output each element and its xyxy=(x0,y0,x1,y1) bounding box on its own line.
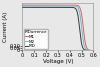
Y-axis label: Current (A): Current (A) xyxy=(3,12,8,42)
PID xyxy=(78,16,79,17)
M1 xyxy=(92,50,93,51)
Line: M2: M2 xyxy=(22,6,90,50)
PID xyxy=(22,7,23,8)
M2 xyxy=(90,50,91,51)
PID xyxy=(50,7,51,8)
PID xyxy=(87,50,89,51)
PID xyxy=(27,7,28,8)
Line: PID: PID xyxy=(22,7,88,50)
PID xyxy=(87,50,88,51)
PID xyxy=(79,32,81,33)
M2 xyxy=(88,50,90,51)
PID xyxy=(53,7,54,8)
M2 xyxy=(81,28,82,29)
X-axis label: Voltage (V): Voltage (V) xyxy=(43,59,73,64)
M2 xyxy=(80,18,81,19)
Line: M1: M1 xyxy=(22,5,92,50)
Legend: M1, M2, PID: M1, M2, PID xyxy=(24,29,48,49)
